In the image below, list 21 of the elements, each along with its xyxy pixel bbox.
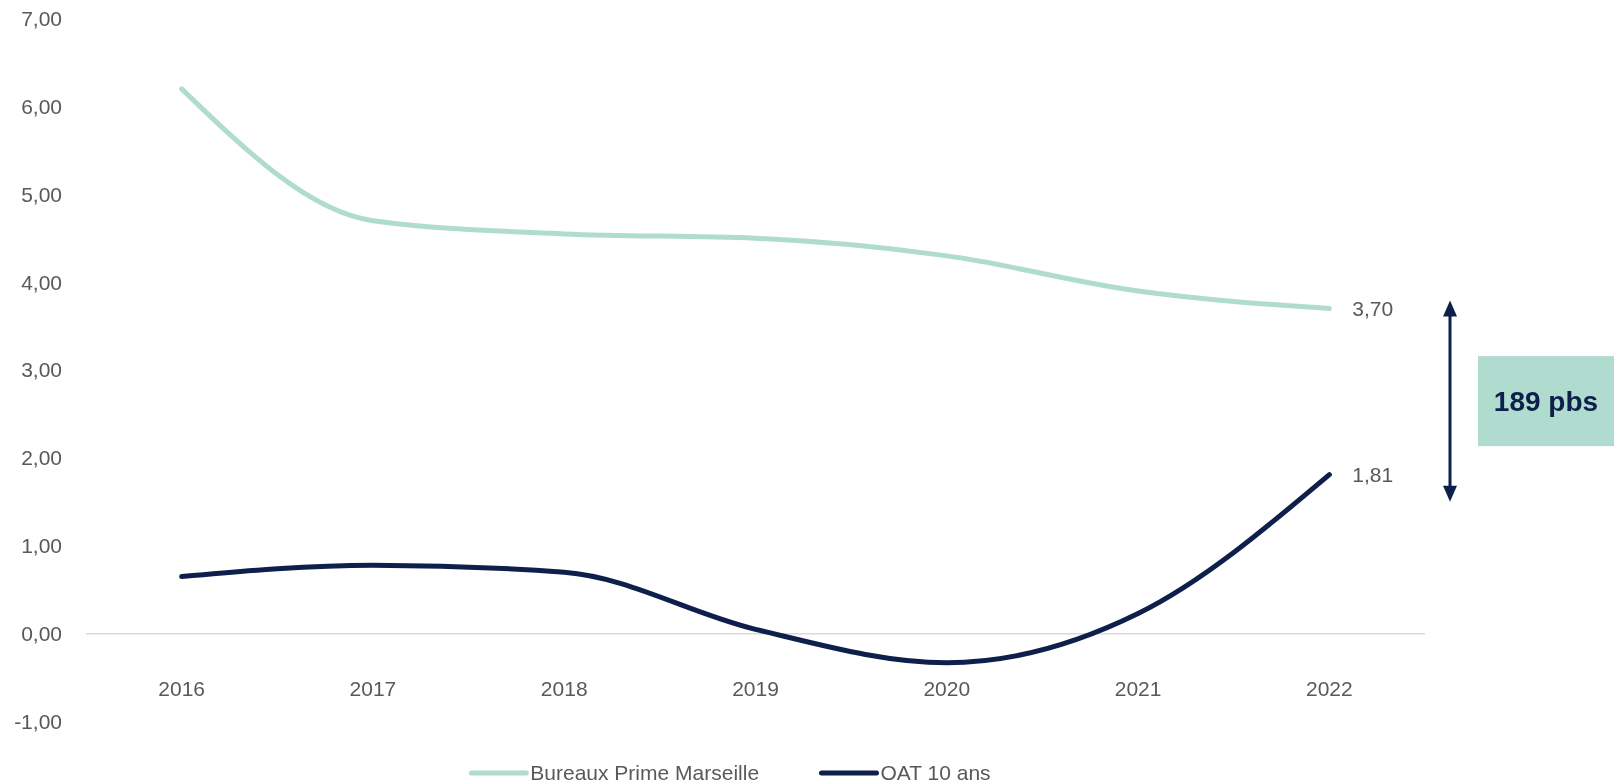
x-tick-label: 2018 bbox=[540, 676, 588, 700]
x-tick-label: 2019 bbox=[732, 676, 779, 700]
legend-label: Bureaux Prime Marseille bbox=[530, 761, 760, 784]
x-tick-label: 2022 bbox=[1306, 676, 1353, 700]
y-tick-label: 0,00 bbox=[21, 622, 62, 646]
x-tick-label: 2021 bbox=[1114, 676, 1162, 700]
data-label: 3,70 bbox=[1352, 296, 1394, 320]
y-tick-label: 7,00 bbox=[21, 6, 62, 30]
text: 189 pbs bbox=[1493, 385, 1599, 417]
y-tick-label: -1,00 bbox=[14, 709, 62, 733]
y-tick-label: 3,00 bbox=[21, 358, 62, 382]
x-tick-label: 2017 bbox=[349, 676, 397, 700]
y-tick-label: 4,00 bbox=[21, 270, 62, 294]
y-tick-label: 5,00 bbox=[21, 182, 62, 206]
legend-label: OAT 10 ans bbox=[880, 761, 991, 784]
data-label: 1,81 bbox=[1352, 463, 1394, 487]
x-tick-label: 2016 bbox=[158, 676, 205, 700]
y-tick-label: 6,00 bbox=[21, 94, 62, 118]
y-tick-label: 2,00 bbox=[21, 446, 62, 470]
x-tick-label: 2020 bbox=[923, 676, 971, 700]
y-tick-label: 1,00 bbox=[21, 534, 62, 558]
